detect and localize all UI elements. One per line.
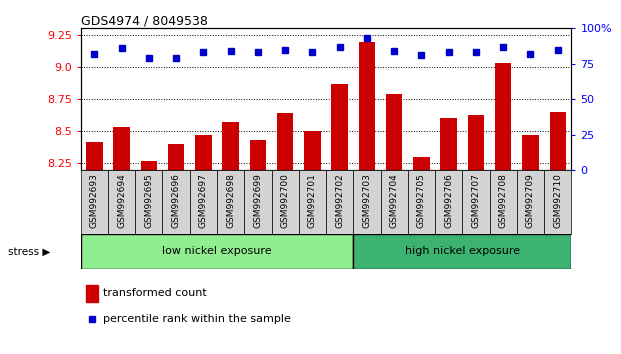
Bar xyxy=(168,144,184,170)
Bar xyxy=(244,170,271,234)
Text: GSM992709: GSM992709 xyxy=(526,173,535,228)
Bar xyxy=(114,127,130,170)
Text: GSM992700: GSM992700 xyxy=(281,173,289,228)
Text: GSM992699: GSM992699 xyxy=(253,173,263,228)
Bar xyxy=(353,234,571,269)
Bar xyxy=(108,170,135,234)
Bar xyxy=(413,157,430,170)
Bar xyxy=(386,94,402,170)
Bar xyxy=(440,119,457,170)
Text: GSM992695: GSM992695 xyxy=(144,173,153,228)
Text: GSM992694: GSM992694 xyxy=(117,173,126,228)
Text: low nickel exposure: low nickel exposure xyxy=(162,246,272,256)
Text: GDS4974 / 8049538: GDS4974 / 8049538 xyxy=(81,14,207,27)
Bar xyxy=(489,170,517,234)
Bar xyxy=(190,170,217,234)
Bar xyxy=(468,115,484,170)
Bar xyxy=(435,170,462,234)
Bar xyxy=(522,135,538,170)
Text: stress ▶: stress ▶ xyxy=(8,246,50,256)
Bar xyxy=(517,170,544,234)
Text: GSM992707: GSM992707 xyxy=(471,173,481,228)
Bar xyxy=(462,170,489,234)
Bar xyxy=(271,170,299,234)
Bar xyxy=(326,170,353,234)
Text: high nickel exposure: high nickel exposure xyxy=(405,246,520,256)
Text: GSM992693: GSM992693 xyxy=(90,173,99,228)
Text: percentile rank within the sample: percentile rank within the sample xyxy=(103,314,291,324)
Bar xyxy=(250,140,266,170)
Bar xyxy=(217,170,244,234)
Bar xyxy=(222,122,239,170)
Text: GSM992708: GSM992708 xyxy=(499,173,508,228)
Text: transformed count: transformed count xyxy=(103,288,207,298)
Bar xyxy=(359,42,375,170)
Bar xyxy=(299,170,326,234)
Bar xyxy=(332,84,348,170)
Bar xyxy=(381,170,408,234)
Text: GSM992698: GSM992698 xyxy=(226,173,235,228)
Text: GSM992704: GSM992704 xyxy=(389,173,399,228)
Text: GSM992703: GSM992703 xyxy=(363,173,371,228)
Bar xyxy=(353,170,381,234)
Text: GSM992706: GSM992706 xyxy=(444,173,453,228)
Bar xyxy=(141,161,157,170)
Bar xyxy=(163,170,190,234)
Text: GSM992702: GSM992702 xyxy=(335,173,344,228)
Text: GSM992705: GSM992705 xyxy=(417,173,426,228)
Text: GSM992701: GSM992701 xyxy=(308,173,317,228)
Bar xyxy=(544,170,571,234)
Bar xyxy=(135,170,163,234)
Bar xyxy=(195,135,212,170)
Bar xyxy=(550,112,566,170)
Bar xyxy=(277,113,293,170)
Bar xyxy=(81,234,353,269)
Bar xyxy=(495,63,511,170)
Bar xyxy=(86,285,98,302)
Bar xyxy=(408,170,435,234)
Text: GSM992696: GSM992696 xyxy=(171,173,181,228)
Bar xyxy=(304,131,320,170)
Bar xyxy=(86,142,102,170)
Bar xyxy=(81,170,108,234)
Text: GSM992697: GSM992697 xyxy=(199,173,208,228)
Text: GSM992710: GSM992710 xyxy=(553,173,562,228)
